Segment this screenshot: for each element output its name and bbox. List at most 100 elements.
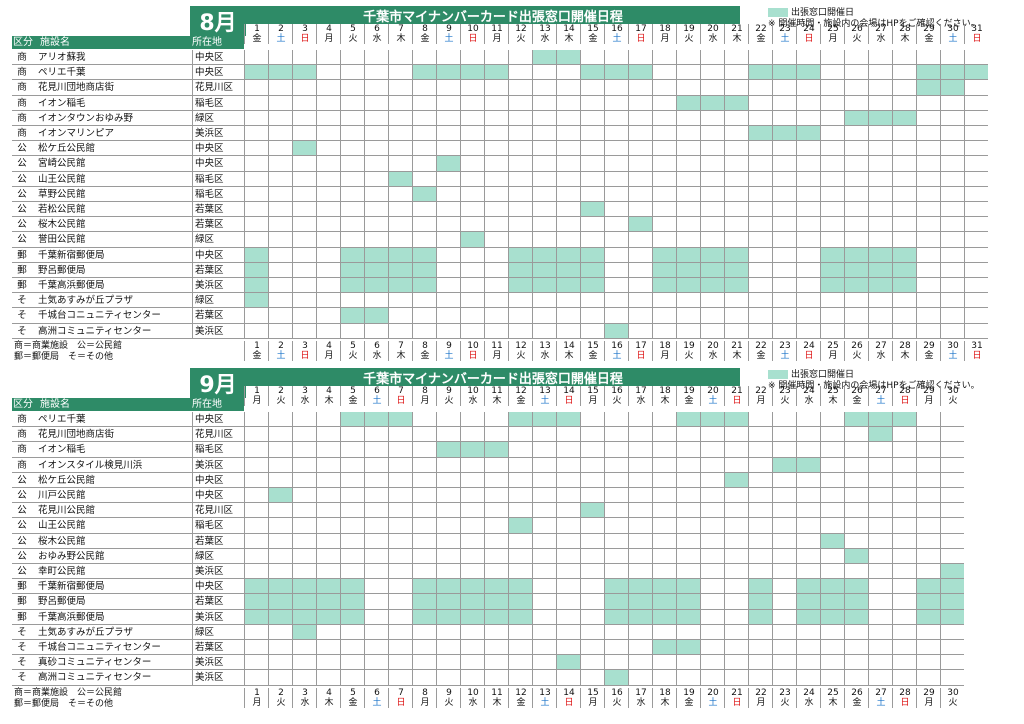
day-cell: [484, 412, 508, 427]
day-cell: [700, 412, 724, 427]
day-cell: [460, 141, 484, 156]
day-cell: [844, 609, 868, 624]
day-cell: [244, 427, 268, 442]
day-cell: [484, 518, 508, 533]
day-number: 18: [652, 340, 677, 351]
day-number: 8: [412, 687, 437, 698]
day-cell: [628, 323, 652, 338]
day-cell: [628, 95, 652, 110]
facility-ward: 美浜区: [192, 323, 244, 339]
day-cell: [460, 232, 484, 247]
day-cell: [364, 141, 388, 156]
day-cell: [652, 186, 676, 201]
day-cell: [844, 579, 868, 594]
day-cell: [580, 278, 604, 293]
day-number: 15: [580, 340, 605, 351]
weekday: 月: [820, 350, 845, 361]
day-cell: [604, 171, 628, 186]
day-number: 24: [796, 386, 821, 396]
day-cell: [820, 217, 844, 232]
weekday: 火: [268, 396, 293, 406]
facility-category: 公: [17, 234, 27, 246]
day-cell: [628, 80, 652, 95]
day-number: 24: [796, 687, 821, 698]
day-cell: [940, 579, 964, 594]
weekday: 水: [364, 34, 389, 44]
day-cell: [508, 217, 532, 232]
weekday: 水: [796, 697, 821, 708]
day-cell: [412, 427, 436, 442]
day-cell: [820, 564, 844, 579]
day-number: 12: [508, 24, 533, 34]
day-cell: [892, 609, 916, 624]
weekday: 月: [316, 34, 341, 44]
facility-name: ペリエ千葉: [38, 67, 86, 79]
day-cell: [628, 533, 652, 548]
day-cell: [772, 624, 796, 639]
day-cell: [508, 278, 532, 293]
day-cell: [868, 655, 892, 670]
day-cell: [244, 579, 268, 594]
day-cell: [796, 247, 820, 262]
day-cell: [532, 609, 556, 624]
facility-category: 公: [17, 520, 27, 532]
day-cell: [628, 472, 652, 487]
day-cell: [436, 655, 460, 670]
day-cell: [508, 308, 532, 323]
day-cell: [868, 533, 892, 548]
day-number: 30: [940, 340, 965, 351]
day-cell: [748, 110, 772, 125]
day-cell: [268, 156, 292, 171]
day-cell: [676, 141, 700, 156]
day-cell: [748, 594, 772, 609]
day-cell: [604, 624, 628, 639]
day-cell: [460, 156, 484, 171]
day-cell: [748, 293, 772, 308]
day-cell: [532, 186, 556, 201]
day-cell: [700, 80, 724, 95]
day-cell: [604, 110, 628, 125]
day-cell: [892, 186, 916, 201]
day-cell: [820, 503, 844, 518]
weekday: 金: [508, 697, 533, 708]
weekday: 金: [340, 396, 365, 406]
day-cell: [580, 293, 604, 308]
day-number: 26: [844, 386, 869, 396]
day-cell: [772, 533, 796, 548]
legend-note: ※ 開催時間・施設内の会場はHPをご確認ください。: [768, 19, 980, 29]
legend-row: 出張窓口開催日: [768, 370, 980, 381]
day-cell: [676, 308, 700, 323]
day-cell: [460, 442, 484, 457]
day-cell: [508, 594, 532, 609]
day-cell: [532, 624, 556, 639]
facility-category: 商: [17, 429, 27, 441]
day-cell: [748, 308, 772, 323]
day-cell: [700, 95, 724, 110]
day-cell: [916, 186, 940, 201]
day-cell: [964, 156, 988, 171]
day-cell: [484, 640, 508, 655]
facility-row: 公松ケ丘公民館 中央区: [12, 472, 964, 488]
weekday: 水: [364, 350, 389, 361]
day-cell: [484, 488, 508, 503]
facility-name: アリオ蘇我: [38, 52, 86, 63]
day-cell: [820, 442, 844, 457]
day-cell: [244, 156, 268, 171]
day-cell: [964, 141, 988, 156]
day-cell: [724, 278, 748, 293]
day-cell: [388, 323, 412, 338]
day-cell: [556, 670, 580, 685]
facility-ward: 緑区: [192, 293, 244, 309]
day-cell: [628, 670, 652, 685]
day-cell: [316, 624, 340, 639]
facility-ward: 中央区: [192, 412, 244, 428]
day-cell: [844, 457, 868, 472]
day-cell: [268, 594, 292, 609]
day-cell: [820, 262, 844, 277]
weekday: 水: [532, 350, 557, 361]
day-cell: [244, 50, 268, 65]
footnote-line: 商＝商業施設 公＝公民館: [14, 340, 123, 351]
day-cell: [628, 156, 652, 171]
day-cell: [892, 533, 916, 548]
day-cell: [532, 533, 556, 548]
